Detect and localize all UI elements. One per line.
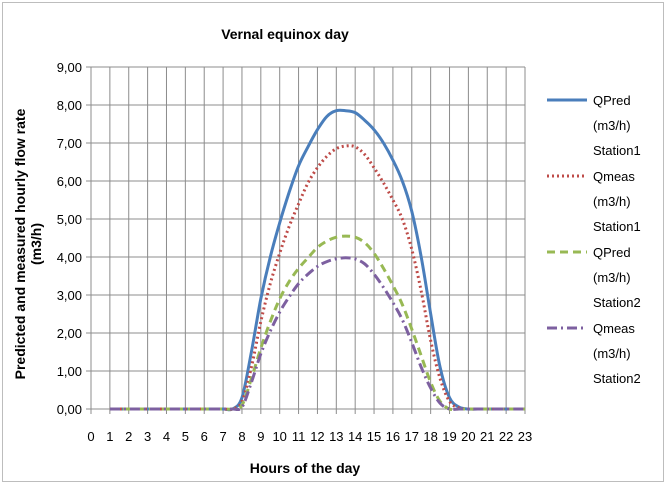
x-tick-label: 4 — [163, 429, 170, 444]
x-tick-label: 22 — [499, 429, 513, 444]
x-tick-label: 9 — [257, 429, 264, 444]
legend-label-4: Qmeas — [593, 321, 635, 336]
legend-label-2: Station1 — [593, 219, 641, 234]
x-tick-label: 12 — [310, 429, 324, 444]
chart-title: Vernal equinox day — [221, 26, 349, 42]
x-tick-label: 15 — [367, 429, 381, 444]
x-tick-label: 3 — [144, 429, 151, 444]
y-axis-title-line1: Predicted and measured hourly flow rate — [12, 108, 28, 379]
chart-frame: 0 1 2 3 4 5 6 7 8 9 10 11 12 13 14 15 16 17 18 19 20 21 22 23 0,… — [2, 2, 664, 482]
y-tick-label: 8,00 — [57, 98, 82, 113]
y-tick-label: 1,00 — [57, 364, 82, 379]
x-tick-label: 18 — [423, 429, 437, 444]
tick-labels: 0 1 2 3 4 5 6 7 8 9 10 11 12 13 14 15 16 17 18 19 20 21 22 230,… — [57, 60, 533, 444]
x-axis-title: Hours of the day — [250, 460, 361, 476]
x-tick-label: 1 — [106, 429, 113, 444]
x-tick-label: 7 — [219, 429, 226, 444]
x-tick-label: 5 — [182, 429, 189, 444]
y-tick-label: 3,00 — [57, 288, 82, 303]
x-tick-label: 11 — [292, 429, 306, 444]
y-tick-label: 0,00 — [57, 402, 82, 417]
legend-label-3: (m3/h) — [593, 270, 631, 285]
legend-label-4: (m3/h) — [593, 346, 631, 361]
y-tick-label: 9,00 — [57, 60, 82, 75]
series-line-1 — [109, 108, 525, 412]
line-chart: 0 1 2 3 4 5 6 7 8 9 10 11 12 13 14 15 16 17 18 19 20 21 22 230,… — [12, 26, 641, 476]
gridlines — [90, 66, 526, 410]
legend-label-2: Qmeas — [593, 169, 635, 184]
axes — [86, 66, 526, 414]
x-tick-label: 14 — [348, 429, 362, 444]
y-tick-label: 6,00 — [57, 174, 82, 189]
legend: QPred (m3/h) Station1 Qmeas (m3/h) Station1 QP… — [547, 93, 641, 386]
legend-label-4: Station2 — [593, 371, 641, 386]
legend-label-2: (m3/h) — [593, 194, 631, 209]
x-tick-label: 10 — [272, 429, 286, 444]
series-line-4 — [109, 256, 525, 412]
series-line-3 — [109, 234, 525, 412]
legend-label-1: (m3/h) — [593, 118, 631, 133]
legend-label-3: Station2 — [593, 295, 641, 310]
series-lines — [109, 108, 525, 412]
y-axis-title-line2: (m3/h) — [28, 223, 44, 265]
x-tick-label: 20 — [461, 429, 475, 444]
legend-label-1: QPred — [593, 93, 631, 108]
x-tick-label: 6 — [201, 429, 208, 444]
x-tick-label: 16 — [386, 429, 400, 444]
x-tick-label: 8 — [238, 429, 245, 444]
x-tick-label: 19 — [442, 429, 456, 444]
legend-label-1: Station1 — [593, 143, 641, 158]
x-tick-label: 17 — [405, 429, 419, 444]
legend-label-3: QPred — [593, 245, 631, 260]
y-tick-label: 5,00 — [57, 212, 82, 227]
x-tick-label: 13 — [329, 429, 343, 444]
y-tick-label: 7,00 — [57, 136, 82, 151]
x-tick-label: 0 — [87, 429, 94, 444]
y-tick-label: 2,00 — [57, 326, 82, 341]
y-tick-label: 4,00 — [57, 250, 82, 265]
x-tick-label: 23 — [518, 429, 532, 444]
x-tick-label: 2 — [125, 429, 132, 444]
x-tick-label: 21 — [480, 429, 494, 444]
